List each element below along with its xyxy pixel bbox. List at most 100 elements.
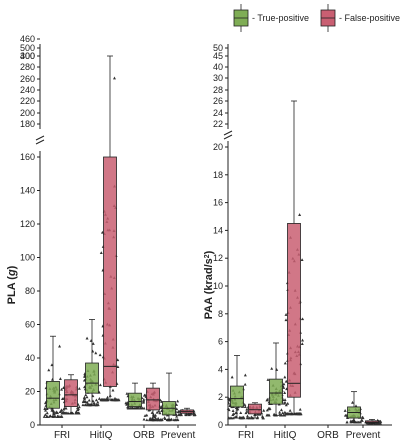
data-point — [60, 408, 64, 412]
data-point — [283, 391, 287, 394]
chart-paa: PAA (krad/s2) 02468101214161820222426283… — [203, 43, 392, 440]
box-iqr — [269, 378, 283, 405]
y-tick-label: 120 — [20, 219, 35, 229]
data-point — [300, 342, 304, 346]
data-point — [99, 251, 103, 255]
data-point — [83, 397, 87, 401]
y-tick-label: 300 — [20, 51, 35, 61]
box-true-positive-prevent — [343, 391, 365, 424]
data-point — [231, 409, 235, 412]
data-point — [58, 410, 62, 414]
data-point — [284, 318, 288, 322]
data-point — [44, 408, 48, 412]
y-tick-label: 18 — [213, 170, 223, 180]
x-tick-label: ORB — [317, 430, 339, 440]
data-point — [266, 397, 270, 401]
data-point — [104, 398, 108, 402]
data-point — [42, 415, 46, 418]
data-point — [242, 416, 246, 420]
data-point — [98, 353, 102, 357]
data-point — [180, 413, 184, 417]
box-iqr — [287, 223, 301, 398]
data-point — [45, 411, 49, 415]
data-point — [47, 415, 51, 418]
box-iqr — [64, 379, 78, 407]
y-tick-label: 460 — [20, 34, 35, 44]
data-point — [192, 413, 196, 416]
data-point — [245, 407, 249, 411]
data-point — [228, 416, 232, 420]
data-point — [74, 409, 78, 413]
y-tick-label: 50 — [213, 43, 223, 53]
y-tick-label: 80 — [25, 286, 35, 296]
data-point — [83, 403, 87, 407]
y-tick-label: 28 — [213, 85, 223, 95]
legend: - True-positive - False-positive — [233, 4, 400, 32]
data-point — [60, 415, 64, 418]
data-point — [94, 403, 98, 407]
data-point — [176, 418, 180, 422]
y-tick-label: 400 — [20, 51, 35, 61]
data-point — [243, 373, 247, 377]
box-false-positive-prevent — [176, 407, 197, 417]
data-point — [281, 413, 285, 417]
data-point — [97, 397, 101, 400]
y-tick-label: 20 — [213, 142, 223, 152]
y-tick-label: 180 — [20, 119, 35, 129]
box-true-positive-prevent — [158, 372, 180, 422]
box-false-positive-fri — [60, 374, 81, 415]
data-point — [265, 413, 269, 417]
box-true-positive-fri — [42, 335, 64, 418]
data-point — [227, 401, 231, 405]
data-point — [230, 375, 234, 379]
data-point — [244, 411, 248, 415]
box-iqr — [230, 385, 244, 408]
data-point — [82, 396, 86, 399]
data-point — [60, 387, 64, 391]
legend-label-false-positive: - False-positive — [339, 13, 400, 23]
y-tick-label: 14 — [213, 225, 223, 235]
box-iqr — [248, 403, 262, 415]
y-tick-label: 20 — [25, 387, 35, 397]
data-point — [157, 418, 161, 422]
data-point — [50, 377, 54, 381]
data-point — [243, 382, 247, 386]
data-point — [140, 406, 144, 410]
data-point — [243, 405, 247, 409]
data-point — [87, 398, 91, 402]
x-tick-label: FRI — [238, 430, 254, 440]
data-point — [43, 413, 47, 416]
data-point — [283, 361, 287, 365]
data-point — [284, 313, 288, 316]
data-point — [96, 400, 100, 404]
y-tick-label: 160 — [20, 152, 35, 162]
x-tick-label: FRI — [54, 430, 70, 440]
data-point — [91, 342, 95, 345]
data-point — [243, 403, 247, 406]
data-point — [343, 413, 347, 417]
data-point — [85, 400, 89, 404]
box-iqr — [85, 362, 99, 394]
data-point — [231, 413, 235, 416]
y-tick-label: 10 — [213, 281, 223, 291]
box-iqr — [128, 392, 142, 407]
data-point — [356, 420, 360, 424]
box-false-positive-fri — [244, 402, 266, 420]
data-point — [158, 411, 162, 415]
data-point — [45, 415, 49, 418]
data-point — [286, 412, 290, 416]
data-point — [249, 416, 253, 420]
data-point — [58, 415, 62, 418]
data-point — [145, 418, 149, 422]
data-point — [117, 398, 121, 402]
data-point — [288, 409, 292, 412]
data-point — [282, 382, 286, 386]
data-point — [81, 400, 85, 404]
box-iqr — [46, 381, 60, 409]
data-point — [55, 415, 59, 418]
data-point — [284, 412, 288, 416]
data-point — [116, 365, 120, 369]
data-point — [142, 417, 146, 421]
data-point — [154, 416, 158, 420]
y-tick-label: 40 — [213, 62, 223, 72]
